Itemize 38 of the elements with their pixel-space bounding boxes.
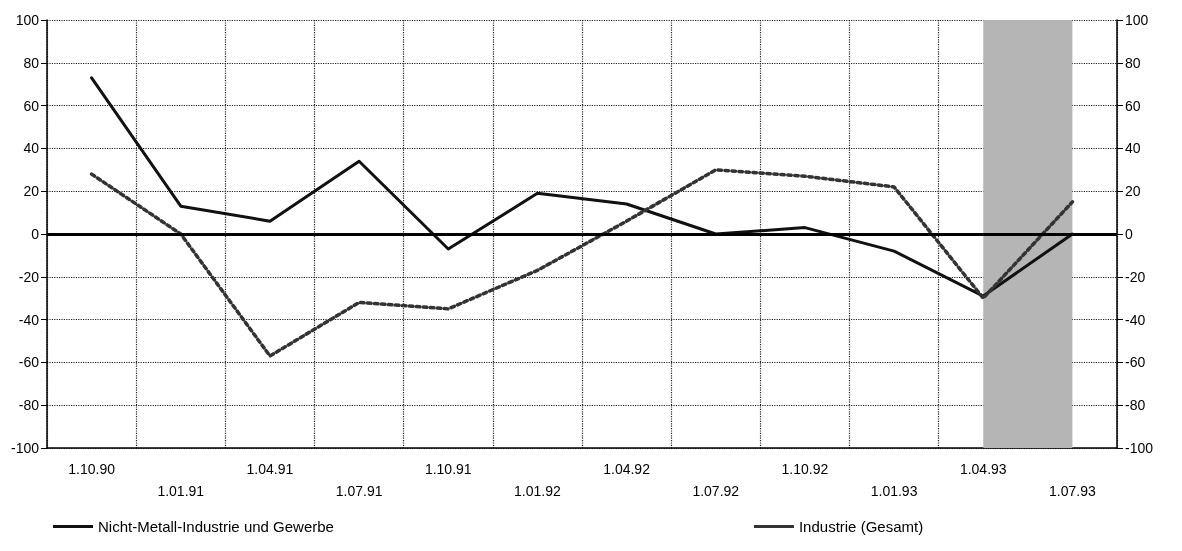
line-series: [89, 168, 1075, 358]
line-series: [90, 76, 1074, 298]
y2-tick-label: 0: [1125, 226, 1133, 242]
x-tick-label: 1.04.91: [246, 461, 294, 477]
y-tick-label: -100: [10, 440, 40, 456]
legend-label: Nicht-Metall-Industrie und Gewerbe: [98, 518, 334, 535]
y2-tick-label: 40: [1125, 140, 1141, 157]
x-tick-label: 1.07.92: [692, 483, 740, 499]
x-tick-label: 1.04.93: [959, 461, 1007, 477]
y2-tick-label: 60: [1125, 97, 1141, 114]
y-tick-label: -20: [18, 268, 40, 285]
y2-tick-label: 80: [1125, 54, 1141, 71]
y2-tick-label: 20: [1125, 183, 1141, 200]
y-tick-label: -40: [18, 311, 40, 328]
y2-tick-label: -60: [1125, 354, 1146, 371]
y-tick-label: 0: [31, 226, 40, 242]
x-tick-label: 1.04.92: [603, 461, 651, 477]
y-tick-label: -80: [18, 397, 40, 414]
y-tick-label: 80: [23, 54, 40, 71]
y-tick-label: 60: [23, 97, 40, 114]
y-tick-label: 20: [23, 183, 40, 200]
x-tick-label: 1.01.91: [157, 483, 205, 499]
y-tick-label: -60: [18, 354, 40, 371]
y-tick-label: 100: [15, 12, 40, 28]
y2-tick-label: 100: [1125, 12, 1149, 28]
x-tick-label: 1.01.93: [870, 483, 918, 499]
y2-tick-label: -40: [1125, 311, 1146, 328]
y-tick-label: 40: [23, 140, 40, 157]
x-tick-label: 1.07.91: [335, 483, 383, 499]
y2-tick-label: -20: [1125, 268, 1146, 285]
y2-tick-label: -100: [1125, 440, 1154, 456]
y2-tick-label: -80: [1125, 397, 1146, 414]
x-tick-label: 1.01.92: [514, 483, 561, 499]
x-tick-label: 1.10.92: [781, 461, 829, 477]
x-tick-label: 1.07.93: [1049, 483, 1096, 499]
x-tick-label: 1.10.91: [424, 461, 472, 477]
legend-label: Industrie (Gesamt): [798, 518, 924, 535]
x-tick-label: 1.10.90: [68, 461, 116, 477]
